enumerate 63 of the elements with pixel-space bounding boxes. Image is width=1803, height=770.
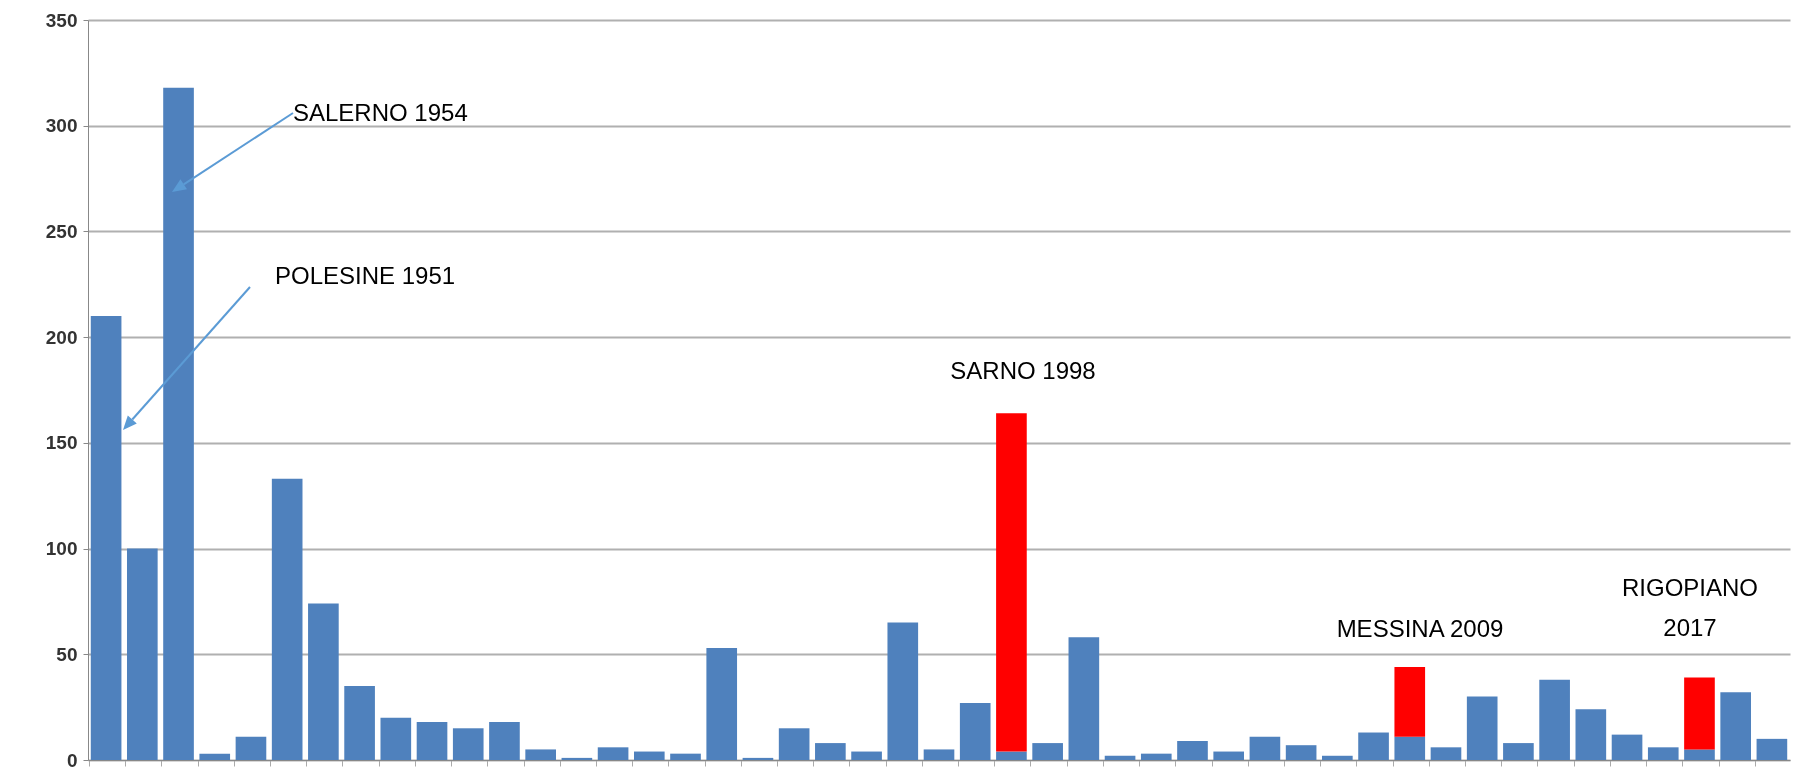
bar xyxy=(633,751,665,760)
bar xyxy=(1647,747,1679,760)
bar xyxy=(996,751,1027,760)
bar xyxy=(126,548,158,760)
bar xyxy=(597,747,629,760)
bar xyxy=(1140,753,1172,760)
bar xyxy=(851,751,882,760)
bar xyxy=(489,721,520,760)
annotation: RIGOPIANO 2017 xyxy=(1621,574,1759,641)
bar xyxy=(90,316,122,760)
bar xyxy=(1032,743,1063,760)
y-tick-label: 0 xyxy=(66,749,78,770)
annotation: POLESINE 1951 xyxy=(275,262,456,289)
annotation: SARNO 1998 xyxy=(950,357,1096,384)
bar xyxy=(199,753,231,760)
bar xyxy=(1430,747,1462,760)
bar xyxy=(959,702,991,760)
y-tick-label: 50 xyxy=(56,643,78,665)
bar xyxy=(1177,740,1208,760)
bar xyxy=(1394,666,1426,737)
bar xyxy=(308,603,339,760)
bar xyxy=(271,478,303,760)
bar xyxy=(996,413,1027,752)
bar xyxy=(380,717,412,760)
bar xyxy=(742,757,774,760)
bar xyxy=(1358,732,1389,760)
bar xyxy=(670,753,701,760)
bar xyxy=(1285,745,1317,760)
bar xyxy=(1611,734,1643,760)
bar xyxy=(1213,751,1245,760)
bar xyxy=(561,757,593,760)
bar xyxy=(1503,743,1534,760)
bar xyxy=(416,721,448,760)
bar xyxy=(452,728,484,760)
y-tick-label: 200 xyxy=(45,326,78,348)
bar xyxy=(1684,749,1715,760)
bar xyxy=(525,749,556,760)
bar xyxy=(1756,738,1788,760)
y-tick-label: 100 xyxy=(45,538,78,560)
bar xyxy=(923,749,955,760)
bar xyxy=(706,647,738,760)
y-tick-label: 350 xyxy=(45,9,78,31)
bar xyxy=(1466,696,1498,760)
bar xyxy=(815,743,846,760)
y-tick-label: 300 xyxy=(45,115,78,137)
bar xyxy=(344,686,375,760)
bar xyxy=(1684,677,1715,750)
bar xyxy=(1720,692,1752,760)
bar xyxy=(1068,637,1100,760)
bar xyxy=(1104,755,1136,760)
annotation: SALERNO 1954 xyxy=(293,99,468,126)
bar xyxy=(1249,736,1281,760)
bar xyxy=(1322,755,1353,760)
y-tick-label: 250 xyxy=(45,220,78,242)
bar xyxy=(163,87,194,760)
bar xyxy=(778,728,810,760)
y-tick-label: 150 xyxy=(45,432,78,454)
bar xyxy=(235,736,267,760)
bar xyxy=(1575,709,1607,760)
bar xyxy=(887,622,919,760)
bar xyxy=(1394,736,1426,760)
annotation: MESSINA 2009 xyxy=(1336,615,1504,642)
bar xyxy=(1539,679,1570,760)
